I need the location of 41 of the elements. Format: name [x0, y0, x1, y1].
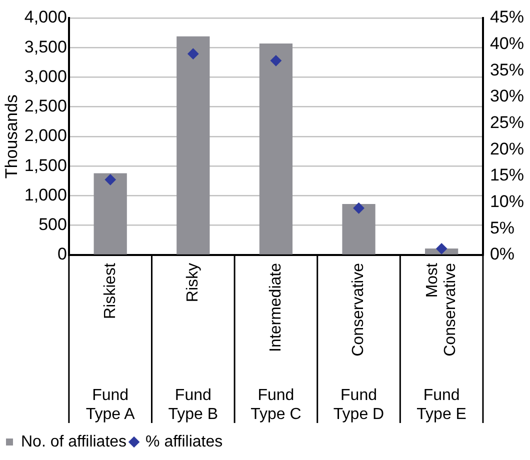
y-tick-label: 3,000 — [24, 66, 67, 86]
y2-tick-label: 20% — [490, 139, 524, 158]
legend-label: No. of affiliates — [21, 433, 127, 450]
text: Fund Type A — [86, 387, 136, 423]
point — [436, 243, 448, 254]
x-tick-label: Risky — [184, 263, 202, 302]
y2-tick-label: 45% — [490, 8, 524, 27]
y-axis-title: Thousands — [2, 94, 21, 179]
y2-tick-label: 30% — [490, 86, 524, 106]
y2-tick-label: 5% — [490, 218, 515, 238]
y2-tick-label: 25% — [490, 113, 524, 132]
x-tick-label: Riskiest — [102, 262, 119, 320]
x-tick-label: Intermediate — [267, 262, 284, 352]
text: Fund Type E — [416, 387, 466, 423]
bar — [94, 173, 127, 254]
y2-tick-label: 40% — [490, 34, 524, 54]
point — [270, 55, 282, 66]
x-tick-label: Conservative — [350, 262, 368, 356]
y-tick-label: 1,500 — [24, 156, 67, 175]
point — [104, 174, 116, 186]
y-tick-label: 2,000 — [24, 126, 67, 146]
y-tick-label: 4,000 — [24, 8, 67, 27]
point — [188, 48, 199, 60]
text: Fund Type C — [250, 387, 302, 423]
y-tick-label: 2,500 — [24, 96, 67, 116]
text: Fund Type D — [333, 387, 384, 423]
bar — [259, 43, 293, 254]
legend-label: % affiliates — [146, 433, 223, 450]
y2-tick-label: 15% — [490, 166, 524, 185]
y-tick-label: 0 — [57, 244, 67, 264]
y2-tick-label: 0% — [490, 244, 515, 264]
y2-tick-label: 35% — [490, 60, 524, 80]
y-tick-label: 1,000 — [24, 185, 67, 204]
x-tick-label: Most Conservative — [424, 262, 459, 356]
bar — [342, 204, 376, 254]
bar — [176, 36, 210, 254]
text: Fund Type B — [168, 387, 218, 423]
y2-tick-label: 10% — [490, 192, 524, 212]
y-tick-label: 500 — [38, 215, 67, 234]
point — [353, 202, 364, 214]
y-tick-label: 3,500 — [24, 37, 67, 56]
